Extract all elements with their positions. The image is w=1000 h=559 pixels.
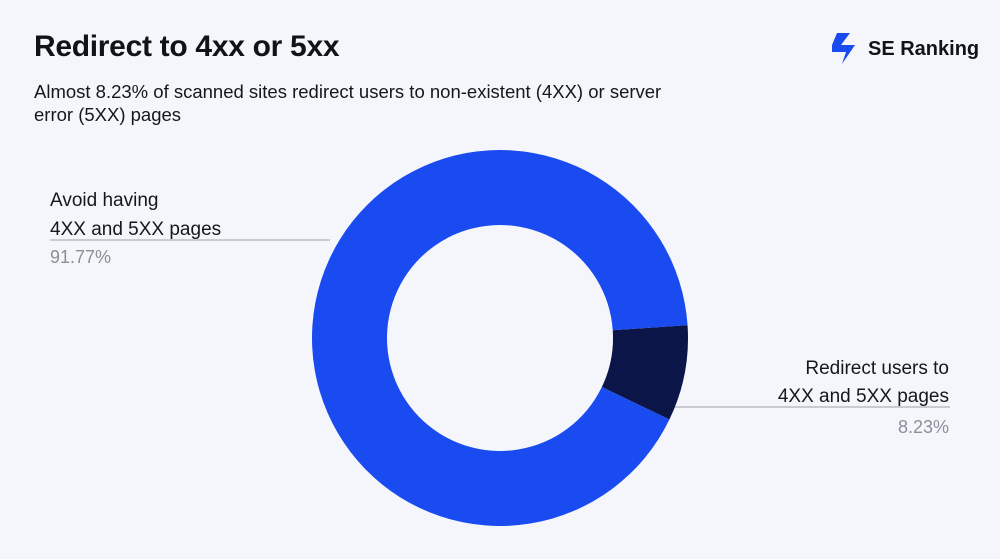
slice-label-avoid-line1: Avoid having xyxy=(50,190,159,211)
brand-name: SE Ranking xyxy=(868,37,980,60)
se-ranking-logo-icon xyxy=(832,33,855,64)
slice-label-redirect-line2: 4XX and 5XX pages xyxy=(777,386,949,407)
donut-slice-redirect xyxy=(601,325,688,420)
brand-logo: SE Ranking xyxy=(828,32,979,66)
slice-value-avoid: 91.77% xyxy=(50,247,112,267)
slices-group xyxy=(311,150,688,527)
donut-slice-avoid xyxy=(311,150,688,527)
slice-label-redirect: Redirect users to 4XX and 5XX pages xyxy=(689,355,949,411)
slice-label-redirect-line1: Redirect users to xyxy=(805,358,949,379)
chart-subtitle: Almost 8.23% of scanned sites redirect u… xyxy=(34,81,662,125)
slice-label-avoid-line2: 4XX and 5XX pages xyxy=(50,219,222,240)
slice-value-redirect: 8.23% xyxy=(897,417,949,437)
slice-label-avoid: Avoid having 4XX and 5XX pages xyxy=(50,186,310,244)
chart-title: Redirect to 4xx or 5xx xyxy=(34,30,340,63)
